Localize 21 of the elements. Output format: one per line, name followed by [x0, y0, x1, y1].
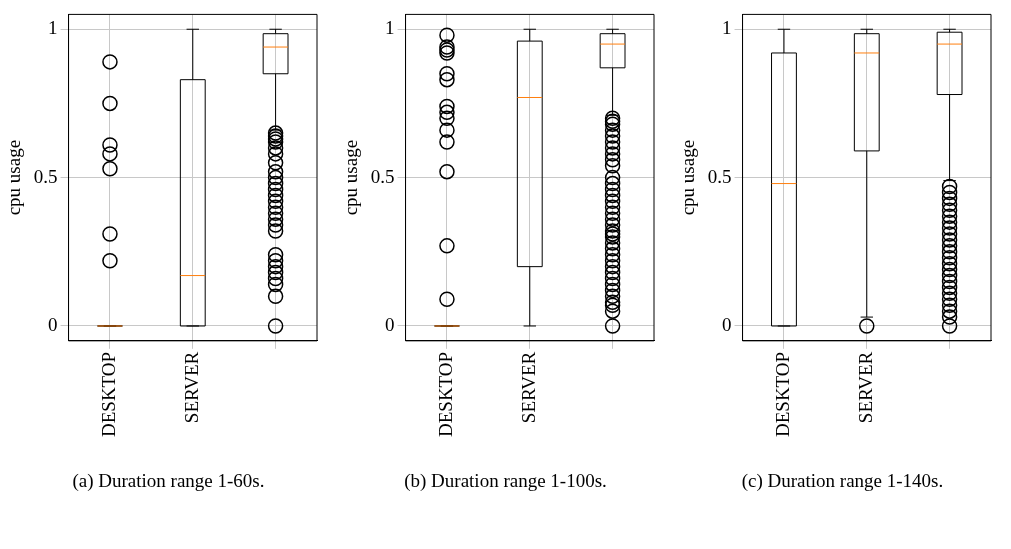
y-tick-label: 0 — [722, 313, 732, 335]
x-tick-label: DESKTOP — [771, 351, 793, 438]
y-tick-label: 0 — [385, 313, 395, 335]
y-tick-label: 0 — [48, 313, 58, 335]
text: (c) Duration range 1-140s. — [741, 470, 944, 492]
y-tick-label: 0.5 — [707, 165, 732, 187]
y-tick-label: 0.5 — [33, 165, 58, 187]
y-tick-label: 1 — [722, 17, 732, 39]
x-tick-label: DESKTOP — [434, 351, 456, 438]
x-tick-label: DESKTOP — [97, 351, 119, 438]
y-axis-title: cpu usage — [340, 139, 362, 216]
text: (b) Duration range 1-100s. — [404, 470, 607, 492]
y-tick-label: 1 — [385, 17, 395, 39]
y-tick-label: 1 — [48, 17, 58, 39]
y-axis-title: cpu usage — [3, 139, 25, 216]
y-tick-label: 0.5 — [370, 165, 395, 187]
y-axis-title: cpu usage — [677, 139, 699, 216]
x-tick-label: SERVER — [180, 351, 202, 424]
text: (a) Duration range 1-60s. — [72, 470, 265, 492]
x-tick-label: SERVER — [517, 351, 539, 424]
x-tick-label: SERVER — [854, 351, 876, 424]
